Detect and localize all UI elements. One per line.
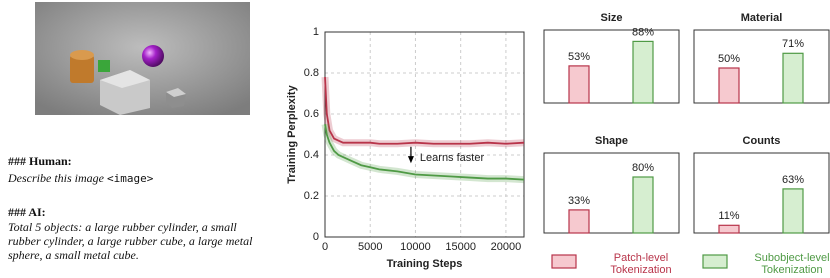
bar xyxy=(782,52,804,104)
value-label: 33% xyxy=(568,195,590,207)
y-tick-label: 0 xyxy=(313,231,319,243)
panel-frame xyxy=(693,152,830,234)
x-tick-label: 0 xyxy=(322,241,328,253)
panel-title: Size xyxy=(600,12,622,24)
legend-swatch xyxy=(551,254,577,269)
legend-label: Patch-level Tokenization xyxy=(610,252,672,276)
arrow-head xyxy=(407,156,414,164)
y-tick-label: 0.2 xyxy=(304,190,319,202)
bar xyxy=(568,65,590,104)
human-text: Describe this image xyxy=(8,171,104,185)
panel-frame xyxy=(543,29,680,104)
legend-swatch xyxy=(702,254,728,269)
bar xyxy=(568,209,590,234)
bar xyxy=(632,176,654,234)
value-label: 80% xyxy=(632,162,654,174)
series-line xyxy=(324,77,525,145)
y-tick-label: 1 xyxy=(313,26,319,38)
value-label: 71% xyxy=(782,38,804,50)
panel-title: Material xyxy=(741,12,783,24)
panel-frame xyxy=(543,152,680,234)
y-axis-label: Training Perplexity xyxy=(286,84,298,183)
x-tick-label: 5000 xyxy=(358,241,382,253)
band xyxy=(321,76,525,148)
panel-title: Shape xyxy=(595,135,628,147)
legend-label: Subobject-level Tokenization xyxy=(754,252,830,276)
value-label: 50% xyxy=(718,53,740,65)
y-tick-label: 0.8 xyxy=(304,67,319,79)
plot-frame xyxy=(324,31,525,238)
x-axis-label: Training Steps xyxy=(387,258,463,270)
value-label: 88% xyxy=(632,26,654,38)
ai-label: ### AI: xyxy=(8,205,46,219)
x-tick-label: 20000 xyxy=(491,241,522,253)
panel-title: Counts xyxy=(743,135,781,147)
y-tick-label: 0.6 xyxy=(304,108,319,120)
value-label: 53% xyxy=(568,51,590,63)
annotation: Learns faster xyxy=(420,152,485,164)
x-tick-label: 15000 xyxy=(445,241,476,253)
value-label: 63% xyxy=(782,174,804,186)
x-tick-label: 10000 xyxy=(400,241,431,253)
y-tick-label: 0.4 xyxy=(304,149,319,161)
ai-text: Total 5 objects: a large rubber cylinder… xyxy=(8,220,253,262)
image-token: <image> xyxy=(106,172,154,185)
human-label: ### Human: xyxy=(8,154,72,168)
panel-frame xyxy=(693,29,830,104)
scene-image xyxy=(35,2,250,115)
bar xyxy=(782,188,804,234)
series-line xyxy=(324,124,525,181)
bar xyxy=(718,67,740,104)
bar xyxy=(718,224,740,234)
value-label: 11% xyxy=(718,210,739,222)
bar xyxy=(632,40,654,104)
human-message: Describe this image <image> xyxy=(8,171,153,186)
